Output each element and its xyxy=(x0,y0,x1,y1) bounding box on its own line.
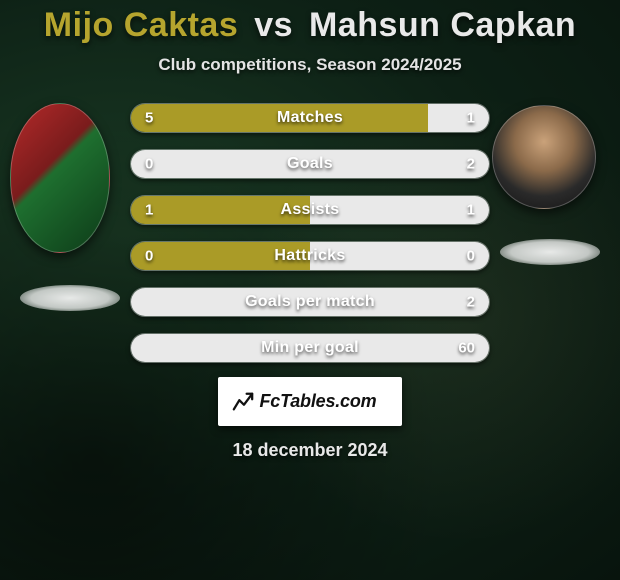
bars-container: 51Matches 02Goals 11Assists 00Hattricks 2Goa… xyxy=(130,103,490,363)
bar-segment-player2 xyxy=(131,334,489,362)
stat-bar: 02Goals xyxy=(130,149,490,179)
player2-shadow xyxy=(500,239,600,265)
title-vs: vs xyxy=(254,6,293,44)
title-player1: Mijo Caktas xyxy=(44,6,238,44)
title-player2: Mahsun Capkan xyxy=(309,6,576,44)
player2-avatar xyxy=(492,105,596,209)
brand-badge: FcTables.com xyxy=(218,377,403,426)
bar-segment-player2 xyxy=(131,288,489,316)
stat-bar: 51Matches xyxy=(130,103,490,133)
bar-segment-player2 xyxy=(131,150,489,178)
bar-segment-player1 xyxy=(131,196,310,224)
subtitle: Club competitions, Season 2024/2025 xyxy=(158,55,461,75)
bar-segment-player2 xyxy=(428,104,489,132)
comparison-area: 51Matches 02Goals 11Assists 00Hattricks 2Goa… xyxy=(0,103,620,363)
stat-bar: 60Min per goal xyxy=(130,333,490,363)
bar-segment-player1 xyxy=(131,242,310,270)
stat-bar: 11Assists xyxy=(130,195,490,225)
date-text: 18 december 2024 xyxy=(232,440,387,461)
player1-shadow xyxy=(20,285,120,311)
page-title: Mijo Caktas vs Mahsun Capkan xyxy=(44,6,576,45)
stat-bar: 2Goals per match xyxy=(130,287,490,317)
infographic-container: Mijo Caktas vs Mahsun Capkan Club compet… xyxy=(0,0,620,580)
bar-segment-player2 xyxy=(310,242,489,270)
player1-avatar xyxy=(10,103,110,253)
bar-segment-player1 xyxy=(131,104,428,132)
brand-text: FcTables.com xyxy=(260,391,377,411)
footer: FcTables.com 18 december 2024 xyxy=(218,377,403,461)
bar-segment-player2 xyxy=(310,196,489,224)
stat-bar: 00Hattricks xyxy=(130,241,490,271)
chart-icon xyxy=(232,391,254,413)
